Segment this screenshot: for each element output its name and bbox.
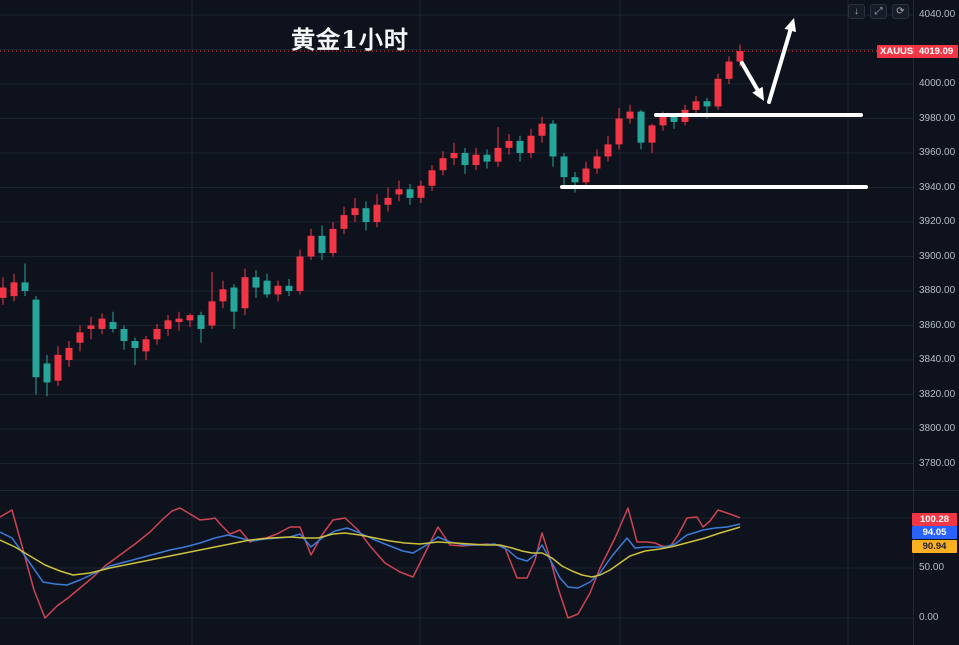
indicator-line-k [0, 523, 741, 589]
indicator-axis-label: 50.00 [919, 562, 945, 573]
price-axis-label: 3880.00 [919, 285, 956, 296]
drawn-arrow-up[interactable] [767, 18, 797, 104]
indicator-line-d [0, 526, 741, 578]
price-axis-label: 3960.00 [919, 147, 956, 158]
price-axis-label: 3800.00 [919, 423, 956, 434]
price-axis-border [913, 0, 914, 645]
price-axis-label: 3920.00 [919, 216, 956, 227]
indicator-value-d: 90.94 [912, 540, 957, 553]
candles [0, 44, 744, 397]
price-axis-label: 3980.00 [919, 112, 956, 124]
price-axis-label: 3940.00 [919, 181, 956, 193]
indicator-axis-label: 0.00 [919, 612, 939, 623]
price-axis-label: 3780.00 [919, 457, 956, 469]
symbol-badge: XAUUSD [877, 45, 924, 58]
gridlines [0, 0, 913, 645]
indicator-value-j: 100.28 [912, 513, 957, 526]
price-axis-label: 4040.00 [919, 9, 956, 20]
price-axis-label: 4000.00 [919, 78, 956, 89]
price-axis-label: 3860.00 [919, 319, 956, 331]
price-axis-label: 3900.00 [919, 250, 956, 262]
refresh-icon[interactable]: ⟳ [892, 4, 909, 19]
last-price-badge: 4019.09 [914, 45, 958, 58]
download-icon[interactable]: ↓ [848, 4, 865, 19]
price-axis-label: 3820.00 [919, 388, 956, 400]
drawn-arrow-down[interactable] [740, 61, 764, 101]
fullscreen-icon[interactable]: ⤢ [870, 4, 887, 19]
indicator-line-j [0, 507, 741, 619]
price-axis-label: 3840.00 [919, 354, 956, 365]
chart-title: 黄金1小时 [291, 25, 409, 54]
panel-divider[interactable] [0, 490, 959, 491]
indicator-value-k: 94.05 [912, 526, 957, 539]
